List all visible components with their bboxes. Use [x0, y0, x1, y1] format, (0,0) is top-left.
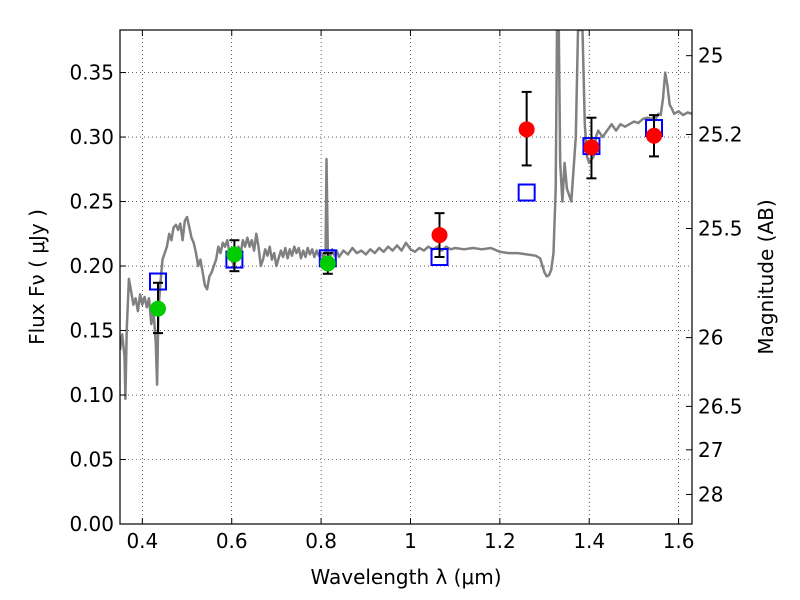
right-tick-label: 25	[698, 44, 723, 68]
photometry-point	[646, 127, 663, 144]
y-tick-label: 0.15	[69, 319, 114, 343]
y-tick-label: 0.10	[69, 383, 114, 407]
photometry-point	[583, 139, 600, 156]
y-tick-label: 0.35	[69, 61, 114, 85]
x-tick-label: 0.4	[126, 529, 158, 553]
x-tick-label: 1	[404, 529, 417, 553]
right-tick-label: 25.2	[698, 122, 743, 146]
y-tick-label: 0.30	[69, 125, 114, 149]
spectrum-line	[120, 30, 692, 401]
x-tick-label: 1.6	[663, 529, 695, 553]
plot-area	[120, 30, 692, 401]
plot-frame	[119, 29, 693, 525]
model-photometry-square	[517, 183, 536, 202]
photometry-point	[518, 121, 535, 138]
photometry-point	[431, 227, 448, 244]
y-tick-label: 0.25	[69, 190, 114, 214]
axis-ticks: 0.4 0.6 0.8 1 1.2 1.4 1.6 0.00 0.05 0.10 0.15 0.20 0…	[69, 30, 743, 553]
photometry-point	[149, 300, 166, 317]
y-tick-label: 0.05	[69, 448, 114, 472]
grid-lines	[120, 30, 692, 525]
right-tick-label: 26.5	[698, 394, 743, 418]
photometry-point	[226, 246, 243, 263]
right-tick-label: 28	[698, 482, 723, 506]
photometry-point	[319, 255, 336, 272]
x-axis-label: Wavelength λ (μm)	[310, 565, 501, 589]
right-axis-label: Magnitude (AB)	[754, 199, 778, 354]
x-tick-label: 0.8	[305, 529, 337, 553]
x-tick-label: 1.2	[484, 529, 516, 553]
y-tick-label: 0.20	[69, 254, 114, 278]
right-tick-label: 27	[698, 438, 723, 462]
right-tick-label: 25.5	[698, 217, 743, 241]
right-tick-label: 26	[698, 326, 723, 350]
x-tick-label: 1.4	[573, 529, 605, 553]
y-tick-label: 0.00	[69, 512, 114, 536]
x-tick-label: 0.6	[216, 529, 248, 553]
y-axis-label: Flux Fν ( μJy )	[25, 209, 49, 345]
